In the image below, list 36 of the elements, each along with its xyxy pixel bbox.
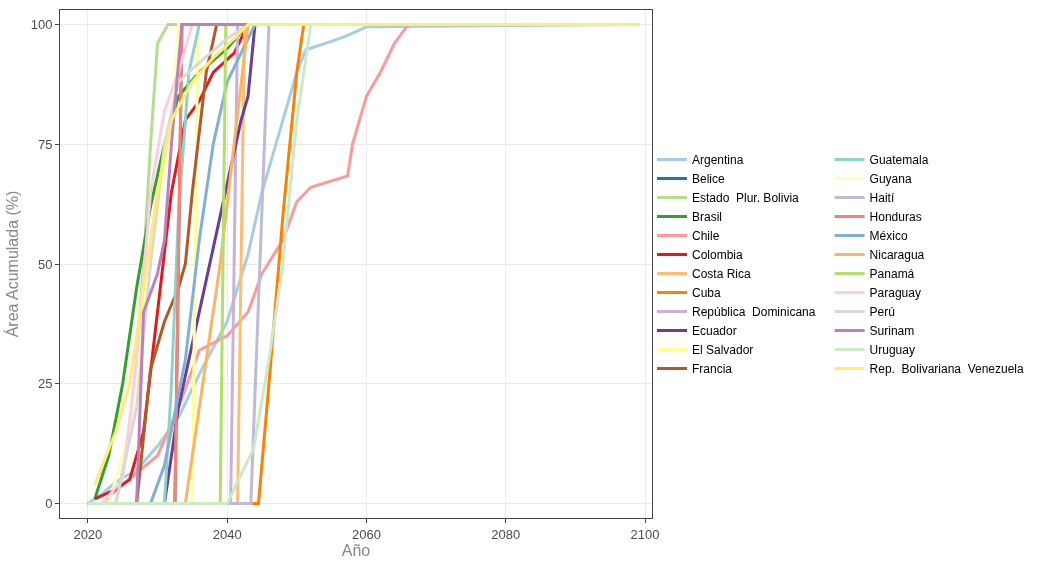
legend-label: Colombia xyxy=(692,248,744,263)
legend-label: Panamá xyxy=(869,267,915,282)
legend-label: Rep. Bolivariana Venezuela xyxy=(869,362,1025,377)
legend-label: Honduras xyxy=(869,210,922,225)
legend-label: Guyana xyxy=(869,172,912,187)
legend-label: República Dominicana xyxy=(692,305,816,320)
legend-label: Surinam xyxy=(869,324,915,339)
legend-label: Guatemala xyxy=(869,153,929,168)
x-tick-label: 2020 xyxy=(73,526,103,542)
legend-label: Chile xyxy=(692,229,720,244)
legend-label: Belice xyxy=(692,172,726,187)
y-axis-title: Área Acumulada (%) xyxy=(3,190,21,338)
legend-label: Paraguay xyxy=(869,286,921,301)
legend-label: Brasil xyxy=(692,210,723,225)
legend-label: Uruguay xyxy=(869,343,915,358)
y-tick-label: 50 xyxy=(37,256,53,272)
y-tick-label: 0 xyxy=(45,496,53,512)
x-axis-title: Año xyxy=(341,542,371,560)
x-tick-label: 2040 xyxy=(212,526,242,542)
legend-label: Francia xyxy=(692,362,733,377)
legend-label: El Salvador xyxy=(692,343,754,358)
y-tick-label: 75 xyxy=(37,136,53,152)
x-tick-label: 2080 xyxy=(491,526,521,542)
legend-label: Costa Rica xyxy=(692,267,752,282)
legend-label: Cuba xyxy=(692,286,722,301)
legend-label: Nicaragua xyxy=(869,248,925,263)
legend-label: Perú xyxy=(869,305,895,320)
legend-label: Ecuador xyxy=(692,324,737,339)
legend-label: Argentina xyxy=(692,153,744,168)
y-tick-label: 25 xyxy=(37,376,53,392)
legend-label: Estado Plur. Bolivia xyxy=(692,191,800,206)
x-tick-label: 2100 xyxy=(630,526,660,542)
legend-label: México xyxy=(869,229,908,244)
x-tick-label: 2060 xyxy=(351,526,381,542)
legend-label: Haití xyxy=(869,191,895,206)
y-tick-label: 100 xyxy=(30,16,53,32)
